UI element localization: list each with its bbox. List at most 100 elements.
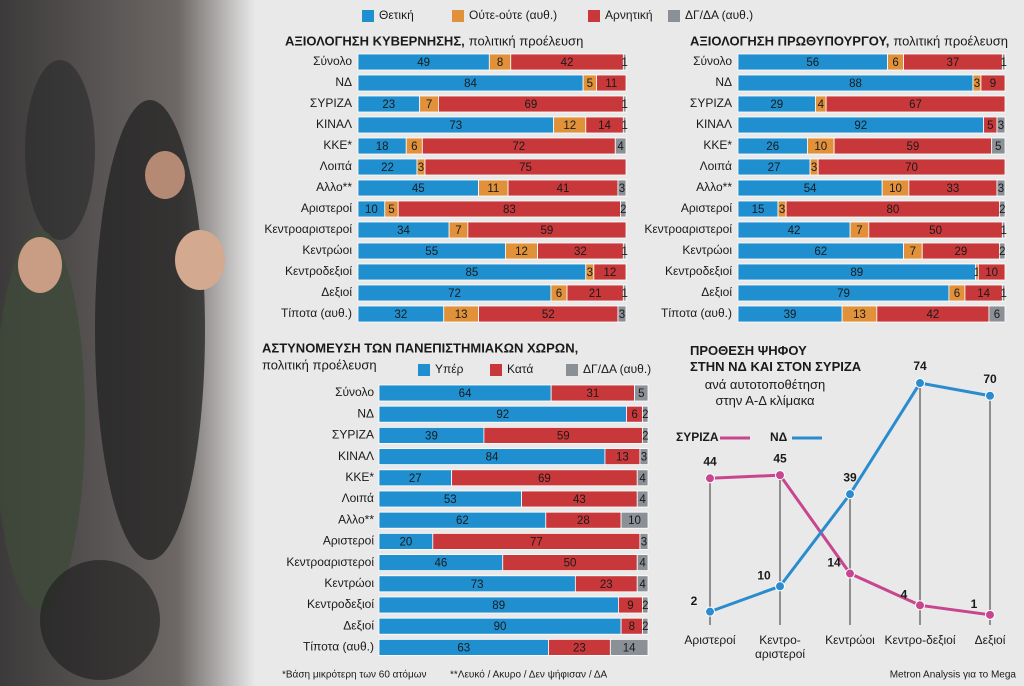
value-label: 7 [426,99,432,111]
category-label: Κεντροδεξιοί [665,264,732,278]
marker [705,606,715,617]
value-label: 62 [456,515,469,527]
value-label: 63 [457,642,470,654]
value-label: 69 [538,473,551,485]
value-label: 6 [892,57,898,69]
value-label: 39 [784,309,797,321]
value-label: 20 [400,536,413,548]
value-label: 6 [556,288,562,300]
source: Metron Analysis για το Mega [890,670,1017,681]
value-label: 14 [977,288,990,300]
bar-segment [988,305,1006,323]
bar-segment [620,511,649,529]
category-label: ΝΔ [335,75,352,89]
value-label: 26 [766,141,779,153]
category-label: Κεντροαριστεροί [264,222,352,236]
value-label: 1 [1000,225,1006,237]
value-label: 1 [1000,57,1006,69]
value-label: 54 [804,183,817,195]
value-label: 45 [773,451,787,465]
value-label: 7 [455,225,461,237]
value-label: 8 [629,621,635,633]
category-label: Τίποτα (αυθ.) [303,640,374,654]
bar-segment [642,596,649,614]
value-label: 1 [621,99,627,111]
value-label: 3 [619,309,625,321]
chart-title: ΑΞΙΟΛΟΓΗΣΗ ΠΡΩΘΥΠΟΥΡΓΟΥ, [690,33,889,48]
value-label: 44 [703,454,717,468]
value-label: 6 [954,288,960,300]
category-label: ΚΙΝΑΛ [696,117,732,131]
value-label: 3 [779,204,785,216]
value-label: 85 [466,267,479,279]
legend-swatch [566,364,578,376]
value-label: 4 [639,494,646,506]
value-label: 88 [849,78,862,90]
value-label: 6 [411,141,417,153]
value-label: 2 [999,246,1005,258]
value-label: 89 [850,267,863,279]
bar-segment [980,74,1006,92]
value-label: 10 [889,183,902,195]
category-label: Αλλο** [696,180,732,194]
value-label: 77 [530,536,543,548]
marker [845,568,855,579]
value-label: 52 [542,309,555,321]
bar-segment [996,116,1006,134]
bar-segment [825,95,1006,113]
bar-segment [617,305,627,323]
value-label: 23 [600,579,613,591]
value-label: 9 [627,600,633,612]
value-label: 80 [886,204,899,216]
value-label: 2 [999,204,1005,216]
legend-label: ΣΥΡΙΖΑ [676,430,719,444]
value-label: 3 [974,78,980,90]
value-label: 5 [388,204,394,216]
chart-subtitle: πολιτική προέλευση [262,357,377,372]
category-label: Κεντροαριστεροί [644,222,732,236]
value-label: 31 [586,388,599,400]
value-label: 1 [621,57,627,69]
category-label: ΚΙΝΑΛ [338,449,374,463]
category-label: ΝΔ [357,406,374,420]
value-label: 2 [691,594,698,608]
bar-segment [622,95,627,113]
value-label: 4 [901,587,908,601]
bar-segment [639,448,649,466]
chart-subtitle: ανά αυτοτοποθέτηση στην Α-Δ κλίμακα [704,377,826,408]
bar-segment [614,137,627,155]
category-label: Αλλο** [338,512,374,526]
value-label: 74 [913,359,927,373]
value-label: 18 [376,141,389,153]
category-label: Σύνολο [693,54,732,68]
value-label: 22 [381,162,394,174]
legend-label: ΝΔ [770,430,788,444]
value-label: 34 [397,225,410,237]
value-label: 43 [573,494,586,506]
bar-segment [609,639,649,656]
value-label: 2 [642,621,648,633]
value-label: 83 [503,204,516,216]
chart-title: ΑΣΤΥΝΟΜΕΥΣΗ ΤΩΝ ΠΑΝΕΠΙΣΤΗΜΙΑΚΩΝ ΧΩΡΩΝ, [262,340,578,355]
category-label: Κεντρώοι [682,243,732,257]
value-label: 1 [1000,288,1006,300]
category-label: Λοιπά [342,491,374,505]
legend-swatch [452,10,464,22]
bar-segment [999,200,1006,218]
value-label: 59 [541,225,554,237]
value-label: 64 [459,388,472,400]
legend-label: Θετική [379,8,414,22]
category-label: ΣΥΡΙΖΑ [690,96,732,110]
value-label: 39 [425,430,438,442]
value-label: 3 [418,162,424,174]
value-label: 4 [617,141,624,153]
x-tick-label: Κεντρο-αριστεροί [754,633,806,661]
category-label: Δεξιοί [343,618,374,632]
value-label: 10 [757,568,771,582]
category-label: ΚΚΕ* [323,138,352,152]
x-tick-label: Κεντρο-δεξιοί [884,633,956,647]
value-label: 1 [621,246,627,258]
category-label: Αριστεροί [301,201,352,215]
value-label: 13 [853,309,866,321]
